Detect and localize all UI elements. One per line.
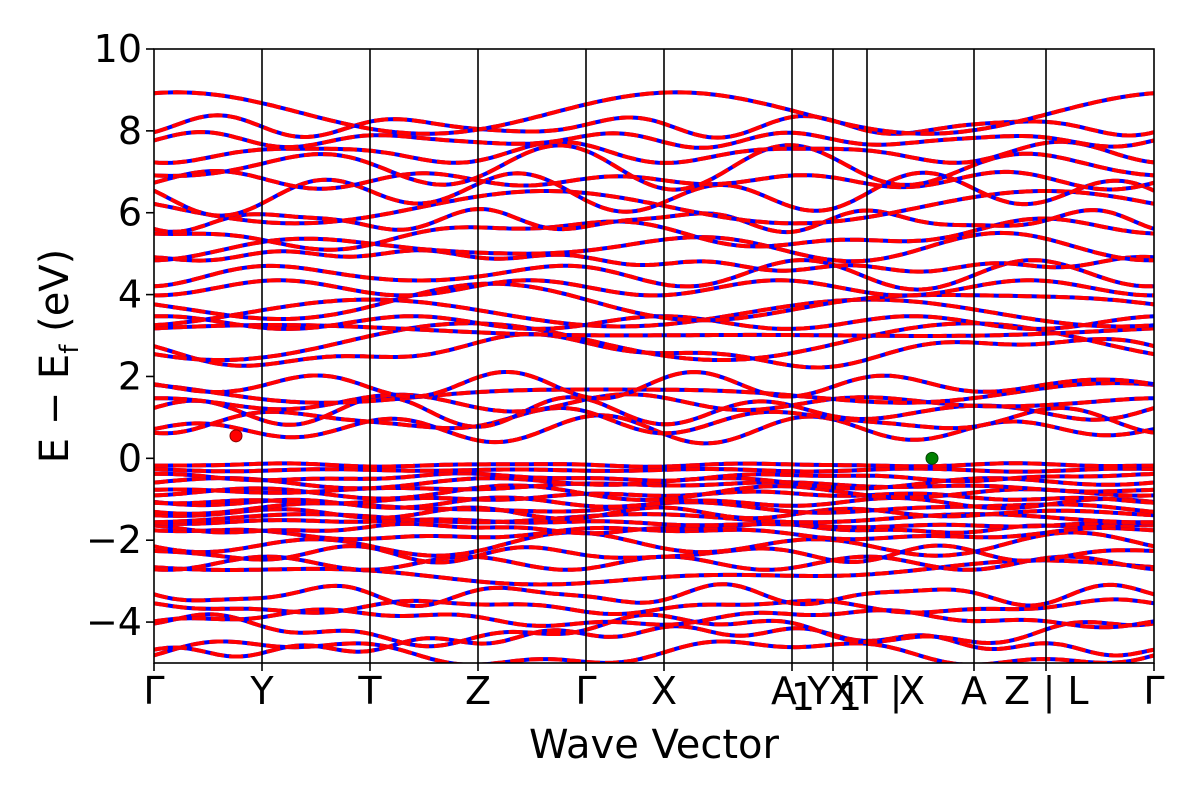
- bands-layer: [154, 90, 1154, 663]
- band-line-red-8: [154, 543, 1154, 565]
- band-line-red-44: [154, 169, 1154, 192]
- band-line-red-43: [154, 170, 1154, 218]
- band-line-red-13: [154, 512, 1154, 525]
- x-tick-label: Z: [1004, 669, 1030, 713]
- y-tick-label: −4: [86, 600, 142, 644]
- y-axis-ticks: −4 −2 0 2 4 6 8 10: [86, 27, 154, 644]
- x-tick-label: |: [890, 669, 903, 714]
- x-tick-label: X: [829, 669, 855, 713]
- band-line-red-39: [154, 230, 1154, 264]
- extrema-markers: [229, 429, 939, 465]
- band-line-red-6: [154, 558, 1154, 587]
- band-line-red-0: [154, 639, 1154, 663]
- band-line-red-18: [154, 483, 1154, 503]
- band-line-red-11: [154, 521, 1154, 536]
- x-tick-label: Y: [806, 669, 831, 713]
- x-tick-label: |: [1043, 669, 1056, 714]
- band-line-red-49: [154, 90, 1154, 136]
- y-tick-label: 8: [118, 109, 142, 153]
- x-tick-label: 1: [791, 675, 815, 719]
- band-line-red-48: [154, 113, 1154, 140]
- x-tick-label: T: [357, 669, 382, 713]
- band-line-red-38: [154, 248, 1154, 274]
- x-tick-label: Z: [465, 669, 491, 713]
- band-line-red-23: [154, 461, 1154, 469]
- band-line-red-14: [154, 505, 1154, 521]
- band-line-red-25: [154, 406, 1154, 436]
- x-tick-label: Y: [249, 669, 274, 713]
- x-tick-label: Γ: [575, 669, 596, 713]
- x-axis-title: Wave Vector: [529, 722, 780, 768]
- band-line-red-29: [154, 369, 1154, 401]
- band-line-red-22: [154, 466, 1154, 474]
- band-line-red-46: [154, 139, 1154, 165]
- band-line-red-36: [154, 278, 1154, 298]
- band-line-red-17: [154, 489, 1154, 506]
- band-line-red-47: [154, 129, 1154, 150]
- band-line-red-2: [154, 612, 1154, 649]
- y-tick-label: 2: [118, 354, 142, 398]
- band-line-red-34: [154, 297, 1154, 329]
- band-line-red-28: [154, 380, 1154, 405]
- band-line-red-21: [154, 471, 1154, 484]
- band-line-red-16: [154, 495, 1154, 511]
- cbm-marker: [229, 429, 243, 443]
- band-line-red-4: [154, 597, 1154, 616]
- band-line-red-32: [154, 323, 1154, 338]
- vbm-marker: [925, 451, 939, 465]
- x-tick-label: L: [1067, 669, 1088, 713]
- x-tick-label: Γ: [143, 669, 164, 713]
- band-line-red-19: [154, 480, 1154, 495]
- x-tick-label: 1: [838, 675, 862, 719]
- x-tick-label: T: [853, 669, 878, 713]
- y-tick-label: −2: [86, 518, 142, 562]
- x-tick-label: A: [771, 669, 797, 713]
- band-line-blue-41: [154, 206, 1154, 235]
- y-axis-title: E − Ef (eV): [32, 249, 85, 464]
- y-tick-label: 6: [118, 191, 142, 235]
- band-line-red-35: [154, 281, 1154, 323]
- y-tick-label: 10: [94, 27, 142, 71]
- x-tick-label: Γ: [1143, 669, 1164, 713]
- x-tick-label: X: [899, 669, 925, 713]
- kpoint-lines: [261, 49, 1047, 663]
- band-line-red-5: [154, 582, 1154, 609]
- y-tick-label: 0: [118, 436, 142, 480]
- x-tick-label: A: [961, 669, 987, 713]
- plot-frame: [153, 48, 1155, 664]
- y-tick-label: 4: [118, 273, 142, 317]
- band-line-red-1: [154, 624, 1154, 659]
- band-line-red-12: [154, 517, 1154, 530]
- band-line-red-3: [154, 607, 1154, 630]
- x-tick-label: X: [651, 669, 677, 713]
- band-line-red-27: [154, 392, 1154, 414]
- band-line-red-37: [154, 258, 1154, 292]
- band-line-red-9: [154, 530, 1154, 558]
